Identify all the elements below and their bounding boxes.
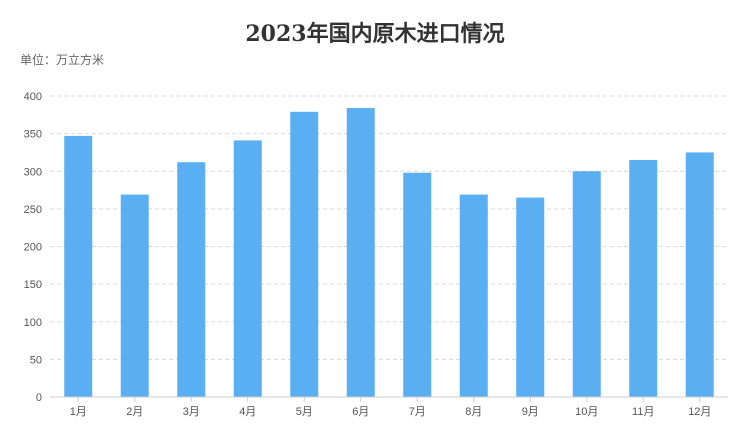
bar [516,197,545,397]
x-tick-label: 11月 [632,406,654,418]
x-tick-label: 6月 [352,406,369,418]
bar [572,171,601,397]
x-tick-label: 2月 [126,406,143,418]
y-tick-label: 400 [24,91,42,103]
x-tick-label: 8月 [465,406,482,418]
x-tick-label: 4月 [239,406,256,418]
y-tick-label: 350 [24,129,42,141]
bars [64,108,714,398]
chart-title: 2023年国内原木进口情况 [245,21,505,47]
unit-label: 单位：万立方米 [20,53,105,67]
bar [346,108,375,397]
y-tick-label: 200 [24,242,42,254]
bar [64,135,93,397]
bar [290,111,319,398]
x-tick-label: 3月 [183,406,200,418]
bar [459,194,488,397]
bar [403,172,432,397]
x-tick-label: 1月 [70,406,87,418]
bar [177,162,206,397]
bar [685,152,714,397]
y-tick-label: 250 [24,204,42,216]
axes: 0 50 100 150 200 250 300 350 400 1月 2月 3月 4月 5月 6月 7月 8月… [24,91,728,418]
grid-lines [50,95,728,360]
bar [120,194,149,397]
bar [629,159,658,397]
bar [233,140,262,397]
y-tick-label: 150 [24,279,42,291]
y-tick-label: 100 [24,317,42,329]
x-tick-label: 5月 [296,406,313,418]
y-tick-label: 300 [24,166,42,178]
x-tick-label: 7月 [409,406,426,418]
y-tick-label: 50 [30,354,42,366]
y-tick-label: 0 [36,392,42,404]
x-tick-label: 10月 [575,406,598,418]
x-tick-label: 9月 [522,406,539,418]
x-tick-label: 12月 [688,406,711,418]
